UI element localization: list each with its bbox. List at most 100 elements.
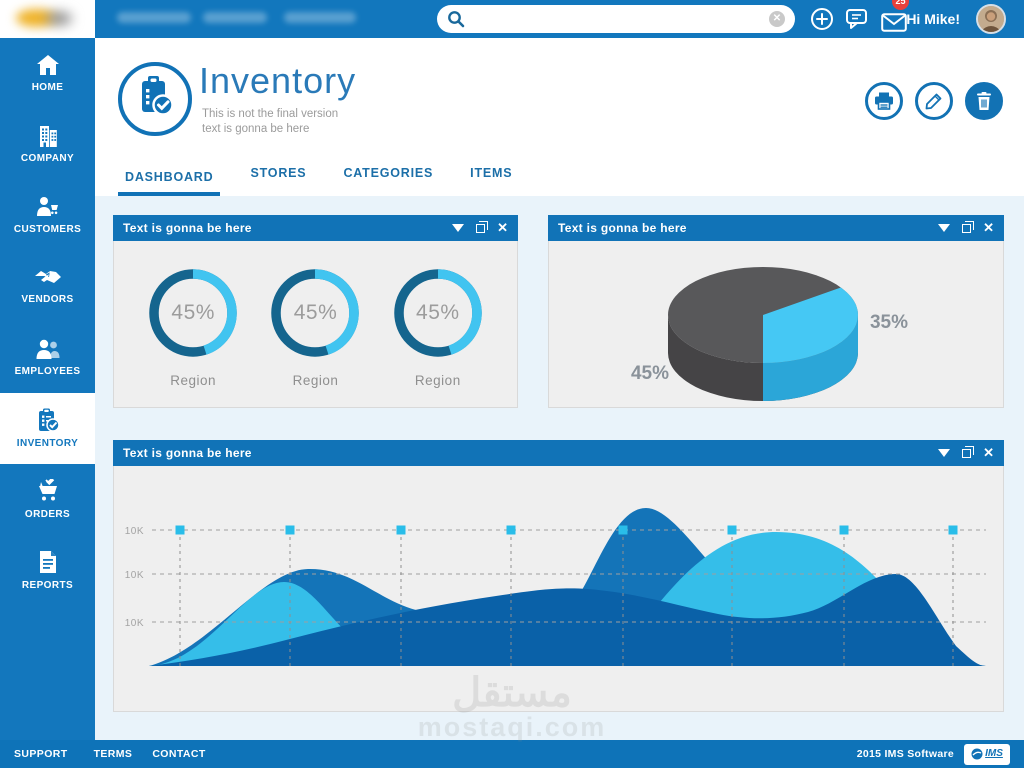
tab-dashboard[interactable]: DASHBOARD <box>118 170 221 196</box>
close-icon[interactable]: ✕ <box>983 220 994 235</box>
sidebar-item-label: COMPANY <box>20 153 75 164</box>
page-title: Inventory <box>199 60 357 101</box>
search-bar[interactable]: ✕ <box>437 5 795 33</box>
plus-circle-icon <box>811 8 833 30</box>
page-subtitle: This is not the final version text is go… <box>202 108 339 135</box>
donut-value: 45% <box>293 301 338 324</box>
add-button[interactable] <box>808 0 836 38</box>
sidebar-item-label: EMPLOYEES <box>14 366 81 377</box>
customers-icon <box>36 197 58 216</box>
breadcrumb-redacted-segment <box>117 12 191 23</box>
sidebar-item-orders[interactable]: ORDERS <box>0 464 95 535</box>
collapse-icon[interactable] <box>938 449 951 457</box>
sidebar-item-home[interactable]: HOME <box>0 38 95 109</box>
company-icon <box>39 126 57 147</box>
footer-link-support[interactable]: SUPPORT <box>14 748 68 760</box>
footer-link-contact[interactable]: CONTACT <box>152 748 206 760</box>
trash-icon <box>977 92 991 110</box>
donut-ring <box>149 269 237 357</box>
mail-button[interactable]: 25 <box>878 0 910 38</box>
topbar: ✕ 25 Hi Mike! <box>0 0 1024 38</box>
restore-icon[interactable] <box>962 445 975 458</box>
panel-title: Text is gonna be here <box>558 221 687 235</box>
mail-unread-badge: 25 <box>892 0 909 10</box>
donut-label: Region <box>414 373 461 388</box>
donut-ring <box>271 269 360 357</box>
y-tick-label: 10K <box>125 526 144 537</box>
area-chart: 10K 10K 10K <box>125 508 986 666</box>
sidebar-item-label: CUSTOMERS <box>13 224 82 235</box>
pie-panel-header: Text is gonna be here ✕ <box>548 215 1004 241</box>
close-icon[interactable]: ✕ <box>983 445 994 460</box>
area-panel: Text is gonna be here ✕ <box>113 440 1004 712</box>
panel-title: Text is gonna be here <box>123 446 252 460</box>
footer: SUPPORT TERMS CONTACT 2015 IMS Software … <box>0 740 1024 768</box>
logo-blurred-mark <box>16 9 56 27</box>
panel-title: Text is gonna be here <box>123 221 252 235</box>
donut-label: Region <box>292 373 339 388</box>
search-input[interactable] <box>473 11 769 27</box>
donut-label: Region <box>170 373 217 388</box>
donut-panel: Text is gonna be here ✕ 45% Region 45% <box>113 215 518 408</box>
pencil-icon <box>925 93 942 110</box>
donut-ring <box>394 269 482 357</box>
sidebar-item-label: INVENTORY <box>16 438 79 449</box>
handshake-icon <box>34 271 61 283</box>
breadcrumb-redacted-segment <box>203 12 267 23</box>
restore-icon[interactable] <box>962 220 975 233</box>
ims-logo-text: IMS <box>985 748 1003 759</box>
pie-label-blue: 35% <box>870 312 908 333</box>
footer-link-terms[interactable]: TERMS <box>93 748 133 760</box>
search-clear-icon[interactable]: ✕ <box>769 11 785 27</box>
ims-logo-icon <box>971 748 983 760</box>
sidebar-item-reports[interactable]: REPORTS <box>0 535 95 606</box>
inventory-header-icon <box>118 62 192 136</box>
donut-value: 45% <box>171 301 215 324</box>
sidebar-item-inventory[interactable]: INVENTORY <box>0 393 95 464</box>
logo-blurred-mark-2 <box>46 12 72 25</box>
print-button[interactable] <box>865 82 903 120</box>
app-logo[interactable] <box>0 0 95 38</box>
employees-icon <box>36 339 59 359</box>
orders-cart-icon <box>38 479 57 501</box>
search-icon <box>448 11 465 28</box>
home-icon <box>36 55 59 75</box>
edit-button[interactable] <box>915 82 953 120</box>
tab-items[interactable]: ITEMS <box>470 166 513 180</box>
pie-panel: Text is gonna be here ✕ 45% 35% <box>548 215 1004 408</box>
pie-chart: 45% 35% <box>631 267 908 401</box>
printer-icon <box>875 92 893 110</box>
sidebar-item-label: REPORTS <box>21 580 74 591</box>
tab-categories[interactable]: CATEGORIES <box>343 166 434 180</box>
sidebar-item-label: VENDORS <box>21 294 74 305</box>
breadcrumb-redacted-segment <box>284 12 356 23</box>
donut-panel-header: Text is gonna be here ✕ <box>113 215 518 241</box>
footer-copyright: 2015 IMS Software <box>856 748 954 760</box>
donut-value: 45% <box>416 301 460 324</box>
envelope-icon <box>881 12 907 32</box>
user-avatar[interactable] <box>976 4 1006 34</box>
donut-chart-2: 45% Region <box>268 266 362 388</box>
sidebar-item-customers[interactable]: CUSTOMERS <box>0 180 95 251</box>
close-icon[interactable]: ✕ <box>497 220 508 235</box>
sidebar-item-vendors[interactable]: VENDORS <box>0 251 95 322</box>
tab-stores[interactable]: STORES <box>250 166 307 180</box>
sidebar-item-company[interactable]: COMPANY <box>0 109 95 180</box>
collapse-icon[interactable] <box>452 224 465 232</box>
restore-icon[interactable] <box>476 220 489 233</box>
sidebar-item-employees[interactable]: EMPLOYEES <box>0 322 95 393</box>
sidebar-item-label: ORDERS <box>24 509 71 520</box>
tab-bar: DASHBOARD STORES CATEGORIES ITEMS <box>95 160 1024 196</box>
donut-row: 45% Region 45% Region 45% Region <box>114 242 517 407</box>
inventory-clipboard-icon <box>38 408 60 432</box>
pie-label-gray: 45% <box>631 363 669 384</box>
chat-icon <box>846 9 867 29</box>
collapse-icon[interactable] <box>938 224 951 232</box>
ims-logo[interactable]: IMS <box>964 743 1010 765</box>
delete-button[interactable] <box>965 82 1003 120</box>
area-panel-header: Text is gonna be here ✕ <box>113 440 1004 466</box>
messages-button[interactable] <box>842 0 872 38</box>
sidebar-item-label: HOME <box>31 82 64 93</box>
chart-markers[interactable] <box>175 525 958 535</box>
